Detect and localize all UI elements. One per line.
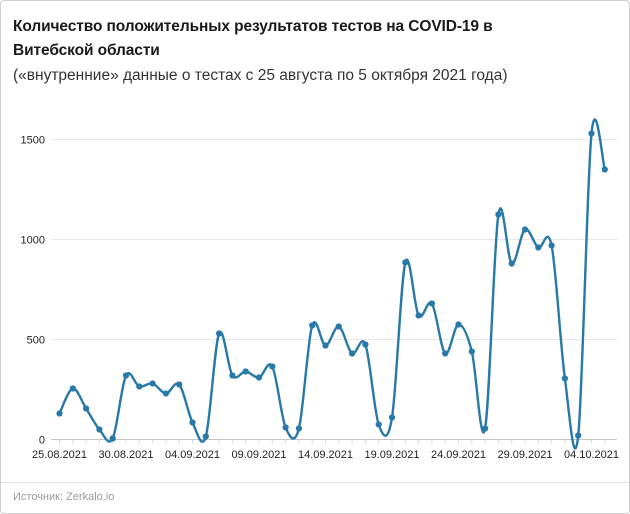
data-point: [96, 426, 103, 433]
series-line: [58, 118, 606, 450]
x-tick-label: 24.09.2021: [431, 449, 486, 461]
data-point: [548, 242, 555, 249]
x-tick-label: 09.09.2021: [231, 449, 286, 461]
data-point: [561, 375, 569, 382]
data-points: [56, 130, 608, 442]
x-tick-label: 25.08.2021: [32, 449, 87, 461]
data-point: [109, 435, 116, 442]
data-point: [122, 372, 130, 379]
x-tick-label: 29.09.2021: [497, 449, 552, 461]
chart-subtitle: («внутренние» данные о тестах с 25 авгус…: [13, 67, 508, 85]
data-point: [388, 414, 396, 421]
chart-title: Количество положительных результатов тес…: [13, 18, 493, 60]
data-point: [176, 381, 183, 388]
data-point: [229, 372, 236, 379]
x-labels: 25.08.2021 30.08.2021 04.09.2021 09.09.2021…: [32, 449, 619, 461]
data-point: [349, 350, 356, 357]
data-point: [508, 260, 515, 267]
data-point: [442, 350, 449, 357]
data-point: [535, 244, 542, 251]
data-point: [56, 410, 63, 417]
data-point: [362, 341, 369, 348]
data-point: [255, 374, 263, 381]
data-point: [482, 425, 489, 432]
data-point: [375, 421, 382, 428]
data-point: [575, 432, 582, 439]
y-tick-label: 1000: [21, 235, 45, 247]
data-point: [601, 166, 608, 173]
data-point: [468, 348, 475, 355]
data-point: [202, 433, 209, 440]
data-point: [69, 385, 76, 392]
chart-header: Количество положительных результатов тес…: [13, 15, 573, 88]
data-point: [322, 342, 329, 349]
data-point: [136, 383, 143, 390]
data-point: [282, 424, 289, 431]
data-point: [415, 312, 422, 319]
data-point: [588, 130, 595, 137]
data-point: [216, 330, 223, 337]
data-point: [402, 259, 409, 266]
data-point: [295, 425, 302, 432]
x-tick-label: 04.10.2021: [564, 449, 619, 461]
data-point: [335, 323, 342, 330]
data-point: [162, 390, 169, 397]
x-tick-label: 14.09.2021: [298, 449, 353, 461]
source-label: Источник: Zerkalo.io: [13, 491, 115, 503]
data-point: [521, 226, 529, 233]
x-tick-label: 30.08.2021: [98, 449, 153, 461]
data-point: [189, 419, 196, 426]
data-point: [83, 405, 90, 412]
y-tick-label: 0: [39, 435, 45, 447]
footer-divider: [1, 482, 629, 483]
y-tick-label: 500: [27, 335, 45, 347]
data-point: [428, 300, 435, 307]
covid-tests-line-chart: 0 500 1000 1500 25.08.2021 30.08.2021 04.09.20…: [21, 118, 619, 461]
data-point: [309, 322, 316, 329]
x-tick-label: 04.09.2021: [165, 449, 220, 461]
x-ticks: [59, 440, 606, 444]
data-point: [269, 363, 276, 370]
data-point: [495, 211, 502, 218]
data-point: [455, 321, 462, 328]
y-tick-label: 1500: [21, 135, 45, 147]
y-grid: 0 500 1000 1500: [21, 135, 617, 447]
data-point: [242, 368, 249, 375]
data-point: [149, 380, 156, 387]
x-tick-label: 19.09.2021: [364, 449, 419, 461]
